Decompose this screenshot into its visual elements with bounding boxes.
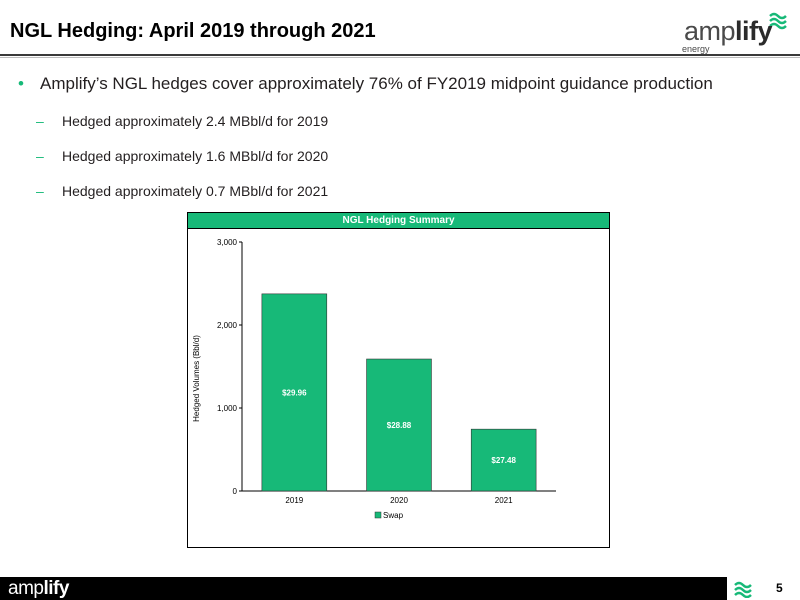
sub-bullet-text: Hedged approximately 0.7 MBbl/d for 2021 bbox=[62, 183, 329, 199]
bar-2019 bbox=[261, 293, 328, 492]
x-tick-label: 2019 bbox=[285, 496, 303, 505]
amplify-energy-logo: amplify energy bbox=[672, 10, 790, 54]
sub-bullet-2019: – Hedged approximately 2.4 MBbl/d for 20… bbox=[18, 113, 788, 133]
dash-icon: – bbox=[36, 113, 44, 129]
header-divider-light bbox=[0, 57, 800, 58]
waves-icon bbox=[769, 12, 787, 30]
header-divider bbox=[0, 54, 800, 56]
bullet-dot-icon: • bbox=[18, 74, 24, 93]
slide-header: NGL Hedging: April 2019 through 2021 amp… bbox=[0, 0, 800, 62]
bar-2020 bbox=[366, 358, 432, 492]
x-tick-label: 2020 bbox=[390, 496, 408, 505]
bar-data-label: $29.96 bbox=[282, 388, 307, 397]
bar-data-label: $28.88 bbox=[387, 421, 412, 430]
waves-icon bbox=[734, 581, 752, 598]
bullet-main-text: Amplify’s NGL hedges cover approximately… bbox=[40, 74, 713, 93]
slide-title: NGL Hedging: April 2019 through 2021 bbox=[10, 20, 376, 42]
legend-label: Swap bbox=[383, 511, 404, 520]
sub-bullet-2021: – Hedged approximately 0.7 MBbl/d for 20… bbox=[18, 183, 788, 203]
dash-icon: – bbox=[36, 148, 44, 164]
bar-2021 bbox=[470, 428, 537, 492]
sub-bullet-text: Hedged approximately 1.6 MBbl/d for 2020 bbox=[62, 148, 329, 164]
footer-logo-wordmark: amplify bbox=[8, 578, 69, 599]
sub-bullet-text: Hedged approximately 2.4 MBbl/d for 2019 bbox=[62, 113, 329, 129]
bullet-list: • Amplify’s NGL hedges cover approximate… bbox=[18, 74, 788, 203]
chart-plot: 0 1,000 2,000 3,000 Hedged Volumes (Bbl/d) $2… bbox=[192, 238, 556, 520]
page-number: 5 bbox=[776, 581, 783, 595]
bar-data-label: $27.48 bbox=[491, 456, 516, 465]
legend-swatch bbox=[374, 511, 382, 519]
ngl-hedging-chart: NGL Hedging Summary 0 1,000 2,000 3,000 Hedg… bbox=[187, 212, 610, 548]
sub-bullet-2020: – Hedged approximately 1.6 MBbl/d for 20… bbox=[18, 148, 788, 168]
dash-icon: – bbox=[36, 183, 44, 199]
y-tick-label: 1,000 bbox=[217, 404, 238, 413]
y-tick-label: 2,000 bbox=[217, 321, 238, 330]
chart-title: NGL Hedging Summary bbox=[188, 213, 609, 229]
footer-bar: amplify bbox=[0, 577, 727, 600]
slide-footer: amplify 5 bbox=[0, 577, 800, 600]
logo-wordmark: amplify bbox=[684, 16, 773, 46]
logo-subtitle: energy bbox=[682, 44, 710, 54]
bullet-main: • Amplify’s NGL hedges cover approximate… bbox=[18, 74, 788, 98]
y-axis-label: Hedged Volumes (Bbl/d) bbox=[192, 335, 201, 422]
y-tick-label: 3,000 bbox=[217, 238, 238, 247]
y-tick-label: 0 bbox=[233, 487, 238, 496]
x-tick-label: 2021 bbox=[495, 496, 513, 505]
